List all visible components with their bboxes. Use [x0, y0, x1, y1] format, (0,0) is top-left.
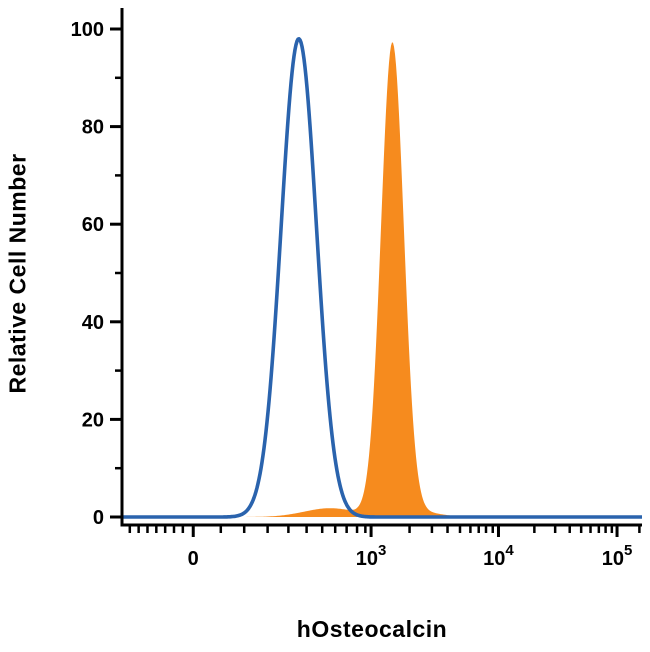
x-tick-label: 104 — [483, 542, 514, 570]
y-tick-label: 80 — [82, 117, 104, 139]
x-tick-label: 103 — [356, 542, 387, 570]
y-tick-label: 20 — [82, 409, 104, 431]
y-tick-label: 100 — [71, 19, 104, 41]
y-tick-label: 0 — [93, 507, 104, 529]
y-tick-label: 40 — [82, 312, 104, 334]
series-hOsteocalcin-stained — [122, 42, 642, 518]
x-tick-label: 0 — [188, 548, 199, 570]
y-tick-label: 60 — [82, 214, 104, 236]
series-isotype-control — [121, 37, 643, 519]
x-tick-label: 105 — [602, 542, 633, 570]
x-axis-title: hOsteocalcin — [296, 616, 448, 642]
y-axis-title: Relative Cell Number — [4, 153, 31, 394]
